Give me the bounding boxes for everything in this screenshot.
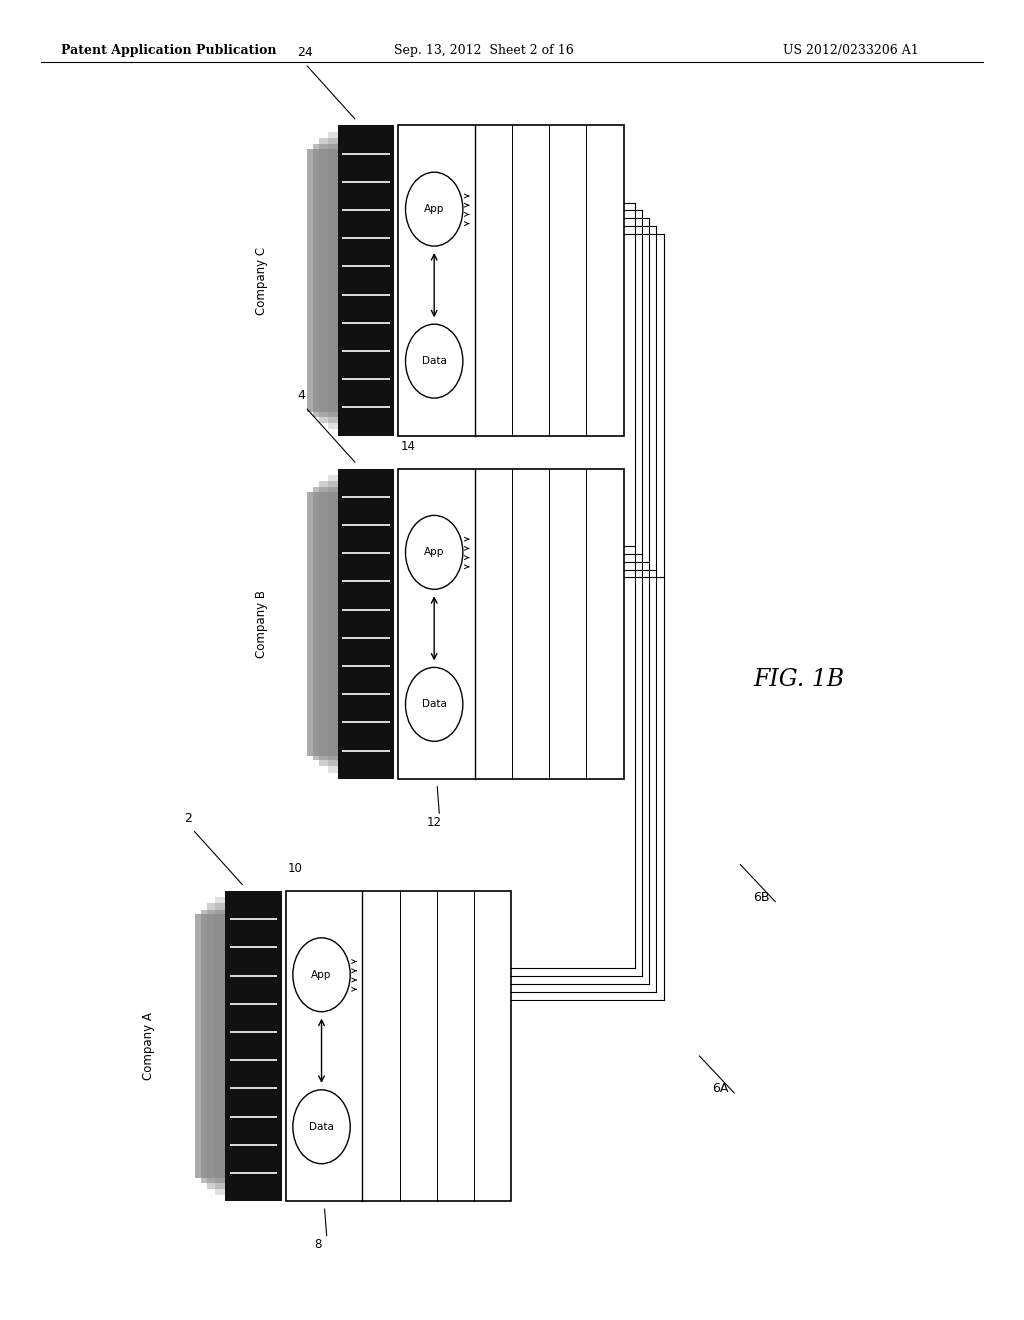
Text: 12: 12 — [427, 816, 442, 829]
Text: US 2012/0233206 A1: US 2012/0233206 A1 — [783, 44, 920, 57]
Bar — [313, 144, 388, 417]
Bar — [398, 125, 624, 436]
Ellipse shape — [406, 325, 463, 399]
Text: Data: Data — [422, 700, 446, 709]
Bar — [195, 915, 276, 1177]
Ellipse shape — [293, 1090, 350, 1164]
Ellipse shape — [293, 937, 350, 1011]
Bar — [201, 909, 275, 1183]
Text: Company C: Company C — [255, 247, 267, 314]
Text: Company B: Company B — [255, 590, 267, 657]
Bar — [319, 137, 388, 424]
Text: App: App — [424, 548, 444, 557]
Bar — [398, 469, 624, 779]
Text: 6B: 6B — [753, 891, 769, 904]
Text: 14: 14 — [400, 440, 416, 453]
Bar — [225, 891, 282, 1201]
Text: 8: 8 — [314, 1238, 322, 1251]
Bar — [207, 903, 275, 1189]
Bar — [313, 487, 388, 760]
Ellipse shape — [406, 172, 463, 246]
Text: App: App — [424, 205, 444, 214]
Text: Company A: Company A — [142, 1012, 155, 1080]
Ellipse shape — [406, 515, 463, 589]
Bar — [328, 475, 390, 772]
Bar — [328, 132, 390, 429]
Bar — [338, 469, 394, 779]
Bar — [319, 480, 388, 767]
Bar — [307, 149, 389, 412]
Text: Data: Data — [422, 356, 446, 366]
Bar — [286, 891, 511, 1201]
Text: 6A: 6A — [712, 1082, 728, 1096]
Text: 4: 4 — [297, 389, 305, 403]
Text: Patent Application Publication: Patent Application Publication — [61, 44, 276, 57]
Ellipse shape — [406, 668, 463, 742]
Text: 24: 24 — [297, 46, 312, 59]
Bar — [338, 125, 394, 436]
Text: Data: Data — [309, 1122, 334, 1131]
Text: FIG. 1B: FIG. 1B — [754, 668, 844, 692]
Text: App: App — [311, 970, 332, 979]
Text: Sep. 13, 2012  Sheet 2 of 16: Sep. 13, 2012 Sheet 2 of 16 — [394, 44, 574, 57]
Bar — [215, 898, 278, 1195]
Text: 2: 2 — [184, 812, 193, 825]
Text: 10: 10 — [288, 862, 303, 875]
Bar — [307, 492, 389, 755]
